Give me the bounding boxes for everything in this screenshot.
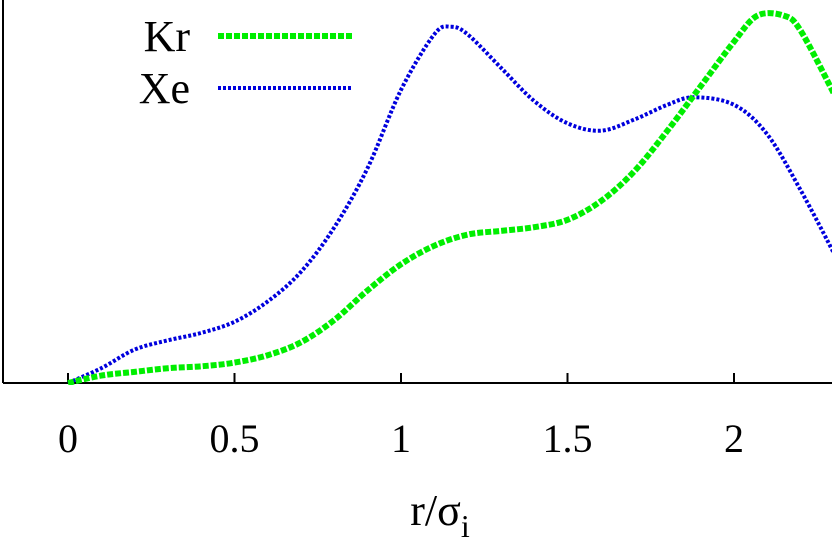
x-tick-label: 2: [724, 416, 744, 461]
series-layer: [67, 10, 832, 385]
x-axis-label-subscript: i: [461, 508, 470, 540]
x-axis-label: r/σi: [410, 486, 470, 540]
axes: [2, 0, 832, 384]
x-tick-label: 0: [58, 416, 78, 461]
series-line-kr: [67, 10, 832, 385]
x-tick-label: 0.5: [210, 416, 260, 461]
x-ticks: 0 0.5 1 1.5 2: [58, 373, 744, 461]
legend-label-xe: Xe: [139, 64, 190, 113]
x-tick-label: 1: [391, 416, 411, 461]
x-axis-label-main: r/σ: [410, 486, 461, 535]
x-tick-label: 1.5: [543, 416, 593, 461]
legend-label-kr: Kr: [144, 12, 191, 61]
